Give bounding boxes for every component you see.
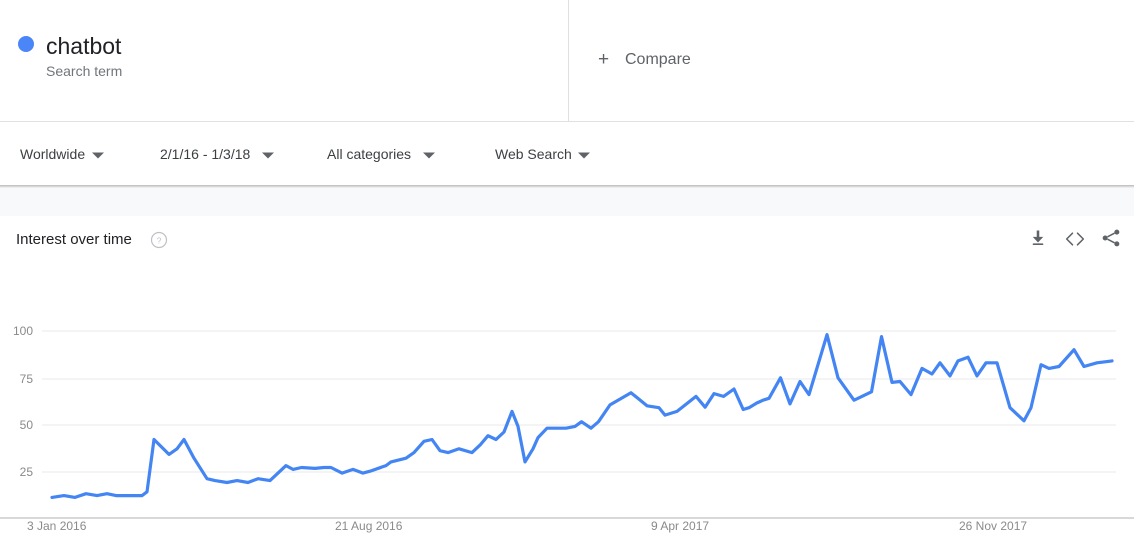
svg-text:100: 100	[13, 324, 33, 338]
svg-text:9 Apr 2017: 9 Apr 2017	[651, 519, 709, 533]
svg-text:25: 25	[20, 465, 34, 479]
svg-text:75: 75	[20, 372, 34, 386]
svg-text:21 Aug 2016: 21 Aug 2016	[335, 519, 403, 533]
svg-text:26 Nov 2017: 26 Nov 2017	[959, 519, 1027, 533]
svg-text:3 Jan 2016: 3 Jan 2016	[27, 519, 87, 533]
svg-text:50: 50	[20, 418, 34, 432]
